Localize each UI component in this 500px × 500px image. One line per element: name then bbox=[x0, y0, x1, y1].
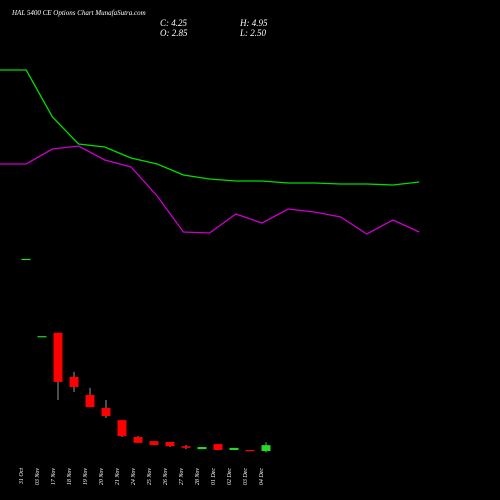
chart-title: HAL 5400 CE Options Chart MunafaSutra.co… bbox=[11, 9, 146, 17]
candle-body bbox=[181, 446, 191, 448]
x-tick-label: 28 Nov bbox=[195, 468, 201, 486]
candle-body bbox=[133, 436, 143, 443]
candle-body bbox=[261, 445, 271, 452]
ohlc-label: H: 4.95 bbox=[239, 18, 268, 28]
indicator-line bbox=[0, 69, 420, 186]
candle-body bbox=[85, 394, 95, 408]
candle-body bbox=[245, 449, 255, 452]
x-tick-label: 20 Nov bbox=[99, 468, 105, 486]
candle-body bbox=[229, 447, 239, 450]
candle-body bbox=[53, 332, 63, 382]
candle-body bbox=[101, 407, 111, 416]
candle-body bbox=[213, 444, 223, 450]
indicator-line bbox=[0, 145, 420, 235]
ohlc-label: L: 2.50 bbox=[239, 28, 267, 38]
x-tick-label: 26 Nov bbox=[163, 468, 169, 486]
x-tick-label: 24 Nov bbox=[130, 468, 137, 486]
x-tick-label: 04 Dec bbox=[258, 468, 265, 485]
x-tick-label: 31 Oct bbox=[19, 468, 25, 485]
candle-body bbox=[21, 258, 31, 261]
x-tick-label: 27 Nov bbox=[179, 468, 185, 486]
x-tick-label: 21 Nov bbox=[115, 468, 121, 486]
candle-body bbox=[69, 376, 79, 387]
x-tick-label: 18 Nov bbox=[67, 468, 73, 486]
candle-body bbox=[197, 447, 207, 450]
x-tick-label: 03 Dec bbox=[243, 468, 249, 485]
candle-body bbox=[37, 336, 47, 338]
ohlc-label: C: 4.25 bbox=[160, 18, 188, 28]
x-tick-label: 03 Nov bbox=[35, 468, 41, 486]
x-tick-label: 25 Nov bbox=[147, 468, 153, 486]
x-tick-label: 17 Nov bbox=[51, 468, 57, 486]
candle-body bbox=[165, 442, 175, 447]
ohlc-label: O: 2.85 bbox=[160, 28, 188, 38]
candle-body bbox=[117, 420, 127, 437]
x-tick-label: 19 Nov bbox=[83, 468, 89, 486]
x-tick-label: 02 Dec bbox=[227, 468, 233, 485]
candle-body bbox=[149, 441, 159, 445]
x-tick-label: 01 Dec bbox=[211, 468, 217, 485]
